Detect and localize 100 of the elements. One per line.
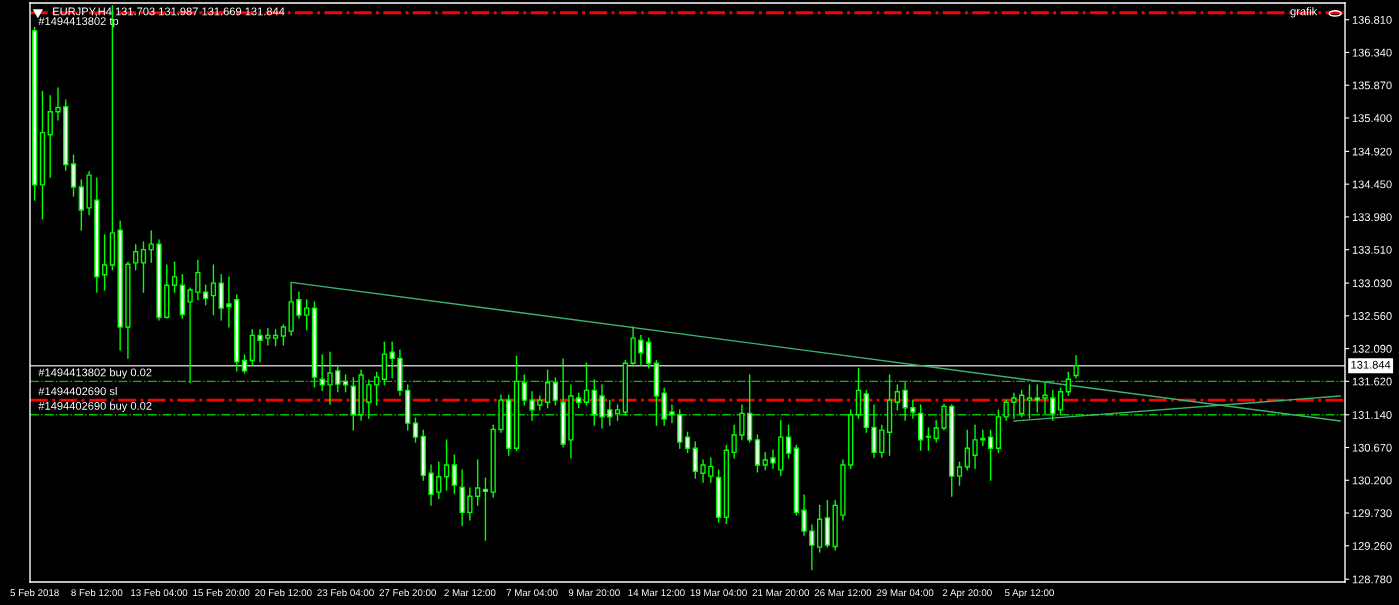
candlestick [210, 264, 217, 316]
candlestick [964, 429, 970, 471]
x-tick-label: 15 Feb 20:00 [193, 588, 250, 597]
candlestick [980, 429, 986, 447]
ref-line-label: #1494402690 sl [38, 387, 117, 396]
candlestick [443, 439, 450, 491]
candlestick [412, 417, 419, 443]
x-tick-label: 5 Feb 2018 [10, 588, 59, 597]
candlestick [708, 457, 714, 484]
x-tick-label: 14 Mar 12:00 [628, 589, 685, 597]
candlestick [1019, 389, 1025, 418]
candlestick [941, 403, 947, 431]
candlestick [521, 374, 527, 406]
y-tick-label: 133.510 [1352, 245, 1392, 254]
candlestick [327, 351, 333, 406]
y-tick-label: 132.560 [1352, 312, 1392, 320]
candlestick [785, 424, 792, 459]
candlestick [739, 404, 745, 441]
candlestick [646, 337, 652, 369]
candlestick [1065, 371, 1071, 396]
candlestick [133, 244, 139, 271]
candlestick [684, 431, 691, 454]
y-tick-label: 133.980 [1352, 213, 1392, 222]
candlestick [265, 327, 271, 346]
candlestick [428, 464, 434, 507]
candlestick [599, 384, 605, 429]
candlestick [296, 291, 302, 319]
x-tick-label: 7 Mar 04:00 [506, 589, 558, 597]
candlestick [475, 459, 481, 507]
candlestick [894, 384, 900, 411]
y-tick-label: 130.670 [1352, 443, 1392, 452]
candlestick [436, 461, 442, 500]
x-tick-label: 23 Feb 04:00 [317, 588, 374, 597]
candlestick [389, 341, 395, 379]
candlestick [1034, 384, 1040, 413]
x-tick-label: 9 Mar 20:00 [568, 589, 620, 597]
candlestick [101, 234, 108, 291]
candlestick [304, 299, 310, 331]
candlestick [925, 427, 932, 452]
candlestick [140, 241, 147, 293]
candlestick [910, 399, 916, 419]
candlestick [1050, 389, 1056, 422]
candlestick [801, 494, 807, 537]
candlestick [552, 377, 559, 406]
candlestick [195, 259, 201, 301]
candlestick [902, 382, 908, 422]
y-tick-label: 131.620 [1352, 377, 1392, 386]
ref-line-label: #1494402690 buy 0.02 [38, 401, 152, 412]
x-tick-label: 27 Feb 20:00 [379, 588, 436, 597]
candlestick [692, 441, 698, 479]
y-tick-label: 136.810 [1352, 15, 1392, 24]
candlestick [972, 424, 978, 470]
candlestick [482, 477, 489, 541]
candlestick [366, 379, 372, 419]
candlestick [1003, 399, 1009, 422]
candlestick [280, 324, 287, 346]
y-tick-label: 136.340 [1352, 48, 1392, 57]
candlestick [583, 362, 590, 406]
candlestick [257, 329, 263, 363]
candlestick [933, 419, 939, 443]
candlestick [78, 179, 84, 231]
candlestick [148, 230, 154, 263]
candlestick [373, 371, 380, 406]
candlestick [187, 287, 193, 384]
candlestick [1011, 392, 1017, 419]
candlestick [956, 461, 963, 486]
candlestick [544, 369, 551, 409]
candlestick [55, 87, 61, 121]
candlestick [1073, 355, 1079, 379]
candlestick [669, 404, 675, 424]
candlestick [241, 354, 248, 374]
candlestick [1057, 387, 1064, 416]
candlestick [451, 454, 457, 495]
y-tick-label: 135.870 [1352, 81, 1392, 90]
candlestick [529, 391, 535, 422]
candlestick [987, 429, 994, 481]
ref-line-label: #1494413802 buy 0.02 [38, 368, 152, 379]
candlestick [70, 154, 77, 197]
candlestick [1026, 384, 1033, 419]
x-tick-label: 2 Mar 12:00 [444, 589, 496, 597]
candlestick [1042, 382, 1048, 416]
x-tick-label: 20 Feb 12:00 [255, 588, 312, 597]
candlestick [203, 284, 209, 306]
x-tick-label: 29 Mar 04:00 [876, 589, 934, 597]
x-tick-label: 26 Mar 12:00 [814, 589, 872, 597]
y-tick-label: 131.140 [1352, 411, 1392, 419]
y-tick-label: 135.400 [1352, 114, 1392, 123]
candlestick [335, 364, 341, 393]
y-tick-label: 133.030 [1352, 279, 1392, 288]
x-tick-label: 13 Feb 04:00 [131, 588, 188, 597]
x-tick-label: 21 Mar 20:00 [752, 589, 810, 597]
x-tick-label: 2 Apr 20:00 [942, 589, 992, 599]
y-tick-label: 134.450 [1352, 180, 1392, 189]
candlestick [809, 524, 815, 571]
y-tick-label: 134.920 [1352, 147, 1392, 156]
y-tick-label: 129.730 [1352, 509, 1392, 518]
candlestick [879, 424, 885, 458]
candlestick [171, 261, 178, 293]
candlestick [319, 354, 325, 392]
ref-line-label: 131.844 [1351, 360, 1391, 369]
